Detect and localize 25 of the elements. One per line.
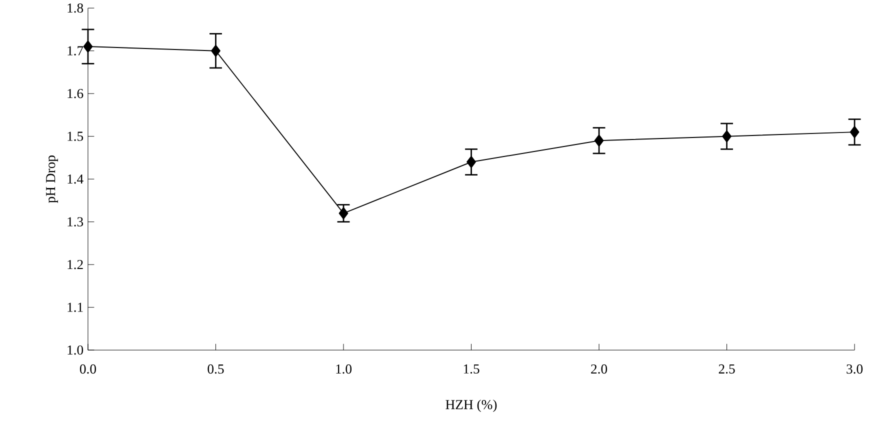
y-tick-label: 1.3	[68, 217, 84, 226]
point	[83, 40, 93, 53]
x-tick-label: 3.0	[846, 364, 863, 374]
y-tick-label: 1.8	[68, 3, 84, 13]
point	[466, 156, 476, 168]
x-axis-title: HZH (%)	[446, 400, 497, 412]
x-tick-label: 0.5	[208, 364, 224, 374]
y-tick-label: 1.1	[68, 302, 83, 312]
point	[211, 44, 220, 57]
point	[850, 126, 860, 138]
y-tick-label: 1.6	[68, 89, 84, 98]
y-tick-label: 1.4	[68, 174, 84, 184]
x-tick-label: 2.5	[718, 364, 735, 374]
x-tick-label: 2.0	[591, 364, 608, 374]
point	[722, 130, 732, 142]
point	[338, 207, 348, 220]
y-tick-label: 1.7	[68, 46, 84, 56]
x-tick-label: 0.0	[80, 364, 96, 374]
x-tick-label: 1.5	[464, 364, 480, 374]
y-tick-label: 1.2	[68, 260, 83, 270]
y-tick-label: 1.5	[68, 132, 84, 141]
x-tick-label: 1.0	[336, 364, 352, 374]
y-axis-title: pH Drop	[46, 156, 58, 203]
point	[594, 134, 604, 147]
y-tick-label: 1.0	[68, 345, 84, 355]
